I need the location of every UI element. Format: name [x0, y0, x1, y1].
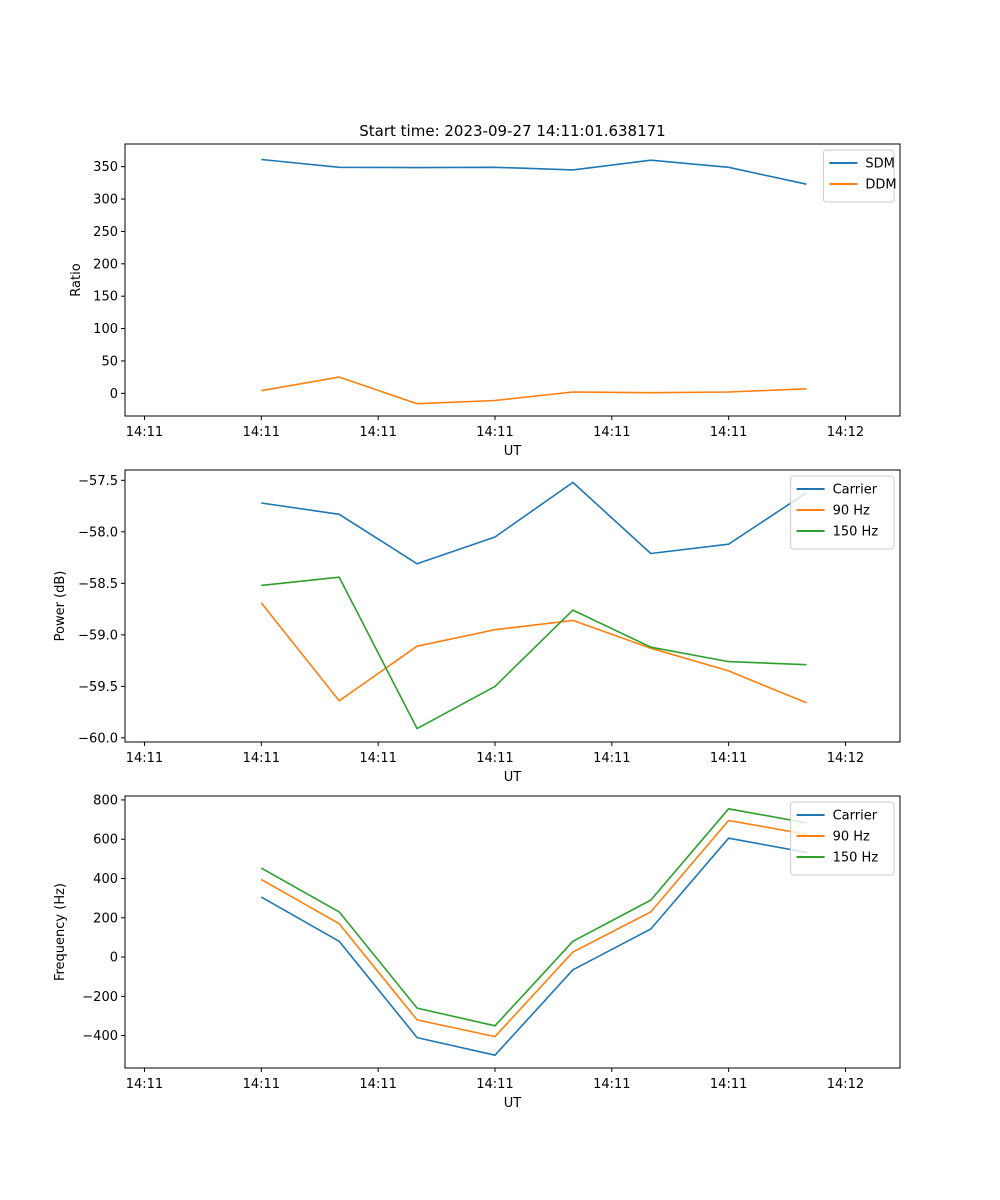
x-axis-label: UT — [504, 444, 522, 459]
x-axis-label: UT — [504, 1096, 522, 1111]
x-tick-label: 14:11 — [710, 1077, 747, 1092]
y-tick-label: −200 — [82, 990, 118, 1005]
chart-panel-2: 14:11 14:11 14:11 14:11 14:11 14:11 14:12 −60.0… — [53, 469, 901, 785]
x-tick-label: 14:11 — [126, 751, 163, 766]
x-tick-label: 14:12 — [827, 425, 864, 440]
legend: Carrier 90 Hz 150 Hz — [790, 801, 895, 876]
chart-title: Start time: 2023-09-27 14:11:01.638171 — [359, 122, 665, 140]
x-tick-label: 14:11 — [243, 425, 280, 440]
y-axis-label: Power (dB) — [53, 571, 68, 642]
y-tick-label: 300 — [93, 193, 118, 208]
legend-label: 90 Hz — [833, 504, 870, 519]
series-line-sdm — [261, 158, 807, 185]
y-tick-label: −57.5 — [78, 474, 118, 489]
series-line-carrier — [260, 837, 807, 1056]
y-tick-label: 0 — [110, 951, 118, 966]
legend-label: 150 Hz — [833, 525, 879, 540]
legend-label: 90 Hz — [833, 830, 870, 845]
x-tick-label: 14:11 — [476, 1077, 513, 1092]
series-line-150-hz — [261, 576, 807, 730]
series-line-90-hz — [260, 602, 807, 704]
y-tick-label: 200 — [93, 257, 118, 272]
series-line-carrier — [261, 481, 807, 565]
x-tick-label: 14:11 — [476, 425, 513, 440]
y-tick-label: −59.5 — [78, 680, 118, 695]
y-tick-label: 250 — [93, 225, 118, 240]
legend-label: Carrier — [833, 809, 878, 824]
x-tick-label: 14:11 — [476, 751, 513, 766]
y-tick-label: −60.0 — [78, 731, 118, 746]
series-line-ddm — [261, 376, 807, 405]
x-tick-label: 14:11 — [593, 1077, 630, 1092]
y-tick-label: 0 — [110, 387, 118, 402]
y-tick-label: −58.0 — [78, 525, 118, 540]
x-tick-label: 14:11 — [710, 751, 747, 766]
y-tick-label: −400 — [82, 1029, 118, 1044]
y-tick-label: 50 — [101, 354, 118, 369]
x-tick-label: 14:11 — [243, 751, 280, 766]
legend-label: Carrier — [833, 483, 878, 498]
legend-label: DDM — [865, 178, 896, 193]
y-tick-label: 200 — [93, 911, 118, 926]
x-tick-label: 14:11 — [126, 1077, 163, 1092]
y-tick-label: 600 — [93, 833, 118, 848]
y-tick-label: 400 — [93, 872, 118, 887]
y-axis-label: Frequency (Hz) — [53, 883, 68, 981]
chart-panel-1: Start time: 2023-09-27 14:11:01.638171 14… — [69, 122, 901, 459]
x-tick-label: 14:11 — [710, 425, 747, 440]
x-tick-label: 14:11 — [359, 425, 396, 440]
chart-panel-3: 14:11 14:11 14:11 14:11 14:11 14:11 14:12 −400 −… — [53, 793, 901, 1111]
legend: SDM DDM — [822, 149, 897, 203]
x-tick-label: 14:12 — [827, 751, 864, 766]
y-tick-label: 100 — [93, 322, 118, 337]
y-tick-label: −58.5 — [78, 577, 118, 592]
series-line-150-hz — [260, 807, 807, 1027]
x-tick-label: 14:12 — [827, 1077, 864, 1092]
legend: Carrier 90 Hz 150 Hz — [790, 475, 895, 550]
x-axis-label: UT — [504, 770, 522, 785]
x-tick-label: 14:11 — [126, 425, 163, 440]
y-tick-label: −59.0 — [78, 628, 118, 643]
axes-frame — [124, 143, 901, 417]
y-tick-label: 800 — [93, 793, 118, 808]
x-tick-label: 14:11 — [243, 1077, 280, 1092]
legend-label: SDM — [865, 157, 894, 172]
x-tick-label: 14:11 — [359, 1077, 396, 1092]
series-line-90-hz — [260, 819, 807, 1038]
x-tick-label: 14:11 — [359, 751, 396, 766]
y-axis-label: Ratio — [69, 263, 84, 296]
x-tick-label: 14:11 — [593, 425, 630, 440]
y-tick-label: 350 — [93, 160, 118, 175]
axes-frame — [124, 469, 901, 743]
axes-frame — [124, 795, 901, 1069]
legend-label: 150 Hz — [833, 851, 879, 866]
x-tick-label: 14:11 — [593, 751, 630, 766]
y-tick-label: 150 — [93, 290, 118, 305]
